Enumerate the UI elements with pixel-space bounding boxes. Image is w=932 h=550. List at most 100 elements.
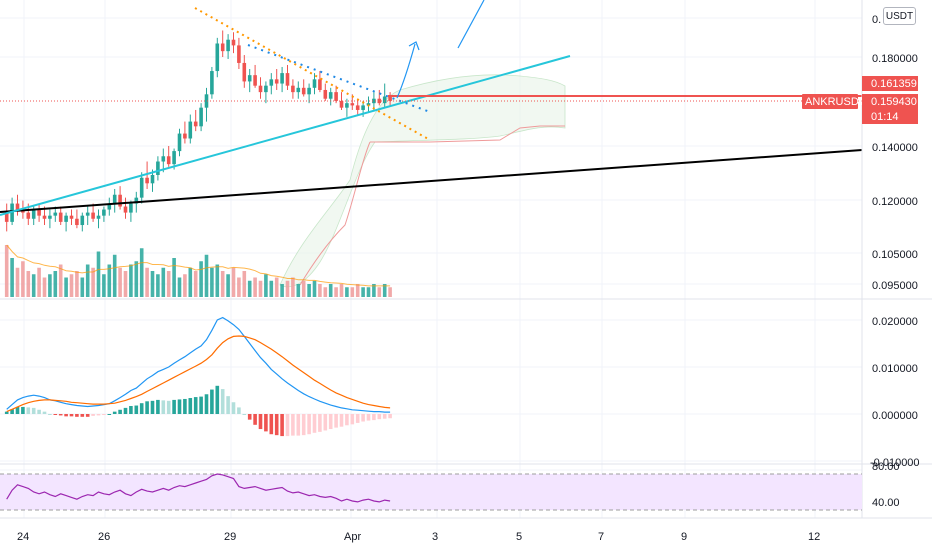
candle-body: [318, 79, 322, 90]
macd-histogram-bar: [231, 402, 236, 414]
candle-body: [80, 215, 85, 226]
macd-histogram-bar: [312, 414, 317, 433]
volume-bar: [64, 277, 68, 297]
candle-body: [199, 107, 203, 127]
price-tick: 0.105000: [872, 249, 918, 261]
macd-histogram-bar: [188, 398, 193, 414]
black-trendline[interactable]: [0, 149, 863, 213]
candle-body: [247, 75, 252, 82]
cloud-area: [279, 74, 566, 288]
macd-histogram-bar: [318, 414, 322, 432]
macd-histogram-bar: [253, 414, 257, 425]
current-price-tag: [862, 94, 918, 124]
volume-bar: [96, 251, 101, 297]
volume-bar: [199, 261, 203, 297]
macd-histogram-bar: [258, 414, 263, 430]
candle-body: [26, 212, 31, 219]
candle-body: [269, 79, 274, 86]
candle-body: [4, 212, 9, 222]
macd-histogram-bar: [150, 400, 155, 414]
volume-bar: [361, 287, 365, 297]
volume-bar: [183, 274, 187, 297]
volume-bar: [139, 248, 144, 297]
volume-bar: [21, 261, 25, 297]
volume-bar: [274, 277, 279, 297]
macd-histogram-bar: [75, 414, 79, 417]
volume-bar: [339, 284, 344, 297]
macd-tick: 0.010000: [872, 363, 918, 375]
volume-bar: [301, 280, 306, 297]
macd-histogram-bar: [112, 411, 117, 414]
candle-body: [366, 103, 371, 106]
macd-histogram-bar: [96, 414, 101, 416]
volume-bar: [242, 271, 247, 297]
candle-body: [388, 96, 392, 101]
volume-bar: [102, 274, 106, 297]
volume-bars: [4, 245, 392, 297]
candle-body: [161, 156, 166, 162]
symbol-tag-text: ANKRUSDT: [805, 96, 866, 108]
volume-bar: [37, 267, 41, 297]
orange-dotted-trendline[interactable]: [194, 7, 431, 141]
macd-histogram-bar: [274, 414, 279, 436]
volume-bar: [350, 287, 355, 297]
volume-bar: [318, 284, 322, 297]
volume-bar: [264, 274, 268, 297]
volume-bar: [345, 287, 349, 297]
volume-bar: [80, 277, 85, 297]
volume-bar: [193, 271, 198, 297]
candle-body: [112, 194, 117, 204]
macd-histogram-bar: [102, 414, 106, 415]
projection-line[interactable]: [457, 0, 485, 49]
candle-body: [177, 133, 182, 152]
candle-body: [85, 212, 90, 216]
macd-histogram-bar: [134, 405, 139, 414]
volume-bar: [366, 287, 371, 297]
volume-bar: [296, 284, 301, 297]
projection-arrow[interactable]: [396, 43, 416, 99]
volume-bar: [312, 280, 317, 297]
candle-body: [91, 212, 95, 219]
volume-bar: [118, 267, 122, 297]
rsi-tick: 80.00: [872, 461, 900, 473]
candle-body: [274, 79, 279, 84]
macd-histogram-bar: [10, 409, 14, 414]
volume-bar: [156, 274, 160, 297]
candle-body: [129, 203, 133, 213]
volume-bar: [382, 284, 387, 297]
macd-histogram-bar: [48, 414, 52, 415]
volume-bar: [161, 267, 166, 297]
candle-body: [264, 85, 268, 93]
volume-bar: [210, 267, 214, 297]
candle-body: [291, 85, 295, 93]
price-tick-partial: 0.: [872, 14, 881, 26]
currency-unit-button[interactable]: USDT: [883, 7, 916, 25]
macd-histogram-bar: [177, 399, 182, 414]
candle-body: [231, 39, 236, 46]
cloud-edge-line: [299, 141, 371, 286]
time-tick: 9: [681, 531, 687, 543]
volume-bar: [280, 284, 284, 297]
volume-bar: [150, 271, 155, 297]
macd-histogram-bar: [280, 414, 284, 437]
candle-body: [355, 105, 360, 110]
volume-bar: [307, 284, 311, 297]
bar-countdown-text: 01:14: [871, 111, 899, 123]
candle-body: [345, 103, 349, 108]
price-tick: 0.140000: [872, 142, 918, 154]
volume-bar: [372, 284, 376, 297]
candle-body: [377, 98, 382, 104]
volume-bar: [42, 277, 47, 297]
macd-histogram-bar: [361, 414, 365, 422]
cyan-trendline[interactable]: [0, 55, 571, 216]
macd-histogram-bar: [4, 411, 9, 414]
ichimoku-cloud: [279, 74, 566, 288]
macd-tick: 0.020000: [872, 316, 918, 328]
volume-bar: [48, 274, 52, 297]
macd-histogram-bar: [237, 407, 241, 414]
macd-histogram-bar: [53, 414, 58, 415]
candle-body: [323, 89, 328, 99]
macd-histogram-bar: [69, 414, 74, 417]
volume-bar: [134, 261, 139, 297]
